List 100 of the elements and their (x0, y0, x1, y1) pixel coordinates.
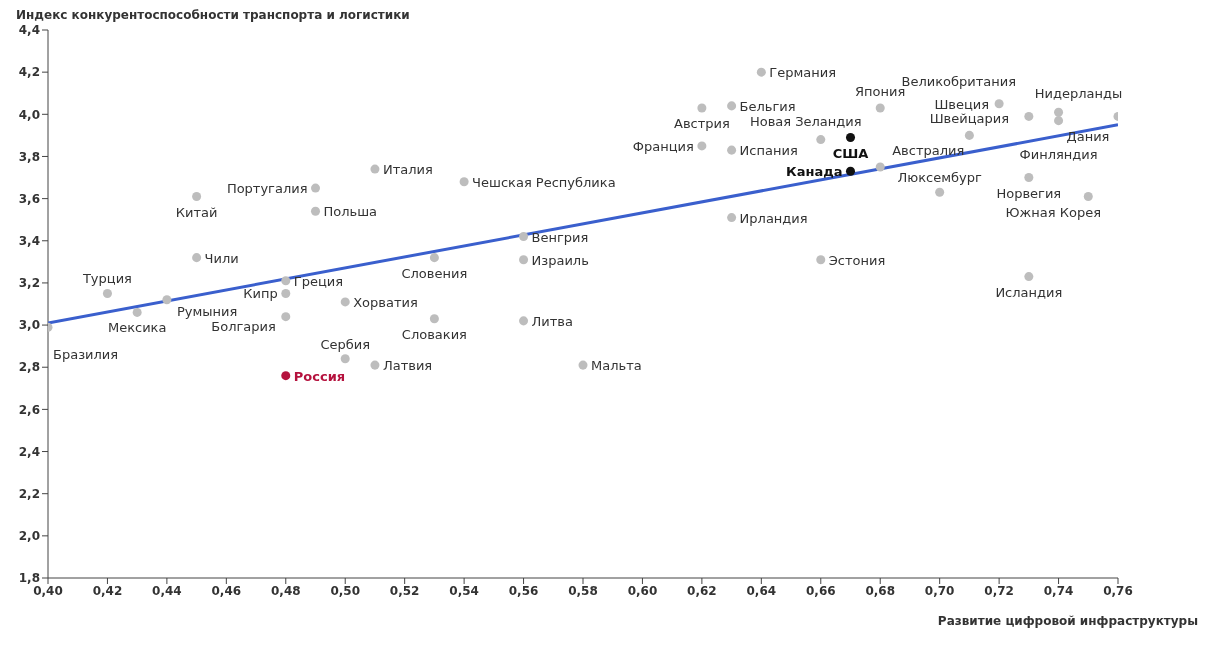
x-tick-label: 0,50 (330, 583, 361, 598)
point (519, 255, 529, 265)
y-tick-label: 2,0 (18, 529, 40, 544)
x-axis-title: Развитие цифровой инфраструктуры (936, 614, 1199, 628)
point (697, 103, 707, 113)
y-tick-label: 3,2 (18, 276, 40, 291)
annotation: Израиль (531, 252, 589, 268)
point (370, 360, 380, 370)
x-tick-label: 0,42 (92, 583, 123, 598)
x-tick-label: 0,54 (449, 583, 479, 598)
point (281, 312, 291, 322)
y-tick-label: 2,8 (18, 360, 40, 375)
x-tick-label: 0,56 (508, 583, 539, 598)
annotation: Кипр (243, 286, 278, 302)
annotation: Португалия (226, 181, 308, 197)
annotation: Канада (786, 164, 843, 180)
point (281, 371, 291, 381)
annotation: Швеция (934, 96, 990, 112)
point (727, 145, 737, 155)
x-tick-label: 0,72 (984, 583, 1014, 598)
annotation: Хорватия (353, 294, 418, 310)
annotation: Польша (323, 204, 378, 220)
x-tick-label: 0,66 (805, 583, 836, 598)
annotation: Эстония (828, 252, 886, 268)
point (310, 183, 321, 193)
annotation: Румыния (176, 303, 238, 319)
annotation: Мексика (107, 320, 167, 336)
point (1024, 173, 1034, 183)
point (519, 316, 529, 326)
x-tick-label: 0,76 (1103, 583, 1133, 598)
x-tick-label: 0,40 (33, 583, 63, 598)
annotation: Чили (204, 250, 239, 266)
point (1024, 272, 1034, 282)
point (756, 67, 766, 77)
annotation: Латвия (382, 358, 433, 374)
point (816, 135, 826, 145)
point (429, 253, 439, 263)
point (429, 314, 439, 324)
annotation: Венгрия (531, 229, 589, 245)
annotation: Австрия (673, 115, 730, 131)
point (994, 99, 1004, 109)
annotation: Бразилия (53, 347, 119, 363)
point (1054, 107, 1064, 117)
y-tick-label: 4,2 (18, 65, 40, 80)
point (727, 213, 737, 223)
point (697, 141, 707, 151)
point (281, 276, 291, 286)
point (132, 307, 142, 317)
annotation: Швейцария (929, 111, 1010, 127)
y-tick-label: 3,6 (18, 191, 40, 206)
annotation: Турция (81, 271, 132, 287)
annotation: Нидерланды (1034, 86, 1123, 102)
x-tick-label: 0,46 (211, 583, 242, 598)
y-tick-label: 2,4 (18, 444, 40, 459)
annotation: Италия (382, 162, 433, 178)
annotation: Болгария (211, 318, 276, 334)
annotation: Финляндия (1019, 146, 1098, 162)
annotation: Словения (401, 265, 468, 281)
point (816, 255, 826, 265)
point (1054, 116, 1064, 126)
x-tick-label: 0,70 (924, 583, 955, 598)
x-tick-label: 0,48 (270, 583, 301, 598)
annotation: Южная Корея (1005, 204, 1101, 220)
point (192, 253, 202, 263)
x-tick-label: 0,60 (627, 583, 658, 598)
point (875, 103, 885, 113)
point (281, 288, 291, 298)
annotation: Словакия (401, 326, 467, 342)
annotation: США (832, 146, 869, 162)
point (519, 232, 529, 242)
annotation: Бельгия (739, 98, 796, 114)
point (845, 132, 856, 142)
point (845, 166, 856, 176)
x-tick-label: 0,52 (389, 583, 420, 598)
annotation: Литва (531, 313, 573, 329)
x-tick-label: 0,68 (865, 583, 896, 598)
annotation: Австралия (892, 143, 965, 158)
y-tick-label: 2,6 (18, 402, 40, 417)
y-tick-label: 3,0 (18, 318, 40, 333)
point (370, 164, 380, 174)
point (162, 295, 172, 305)
annotation: Люксембург (897, 170, 982, 186)
y-tick-label: 4,0 (18, 107, 40, 122)
annotation: Мальта (591, 358, 642, 374)
point (1024, 111, 1034, 121)
point (192, 192, 202, 202)
annotation: Германия (769, 65, 837, 81)
point (340, 354, 350, 364)
point (578, 360, 588, 370)
annotation: Дания (1066, 129, 1110, 145)
point (935, 187, 945, 197)
point (102, 288, 112, 298)
y-tick-label: 4,4 (18, 23, 40, 38)
x-tick-label: 0,58 (568, 583, 598, 598)
point (964, 130, 974, 140)
point (459, 177, 469, 187)
point (1083, 192, 1093, 202)
point (875, 162, 885, 172)
annotation: Новая Зеландия (749, 113, 862, 129)
annotation: Ирландия (739, 210, 808, 226)
